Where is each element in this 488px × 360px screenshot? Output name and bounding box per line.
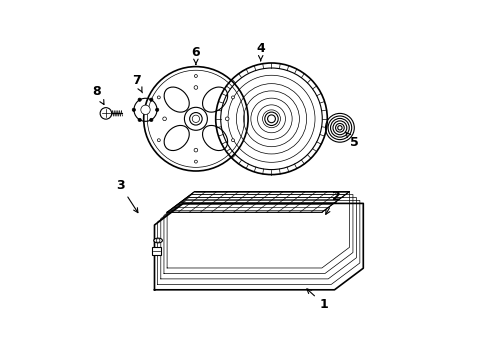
Circle shape (163, 117, 166, 121)
Circle shape (157, 139, 160, 142)
Text: 3: 3 (116, 179, 138, 213)
Circle shape (194, 86, 197, 89)
Circle shape (149, 118, 153, 122)
Circle shape (225, 117, 228, 121)
Circle shape (138, 98, 141, 101)
Circle shape (264, 112, 278, 126)
Circle shape (192, 115, 199, 122)
Text: 2: 2 (325, 190, 340, 214)
Circle shape (231, 139, 234, 142)
Text: 8: 8 (92, 85, 104, 104)
Text: 1: 1 (306, 289, 327, 311)
Circle shape (194, 148, 197, 152)
Circle shape (189, 113, 202, 125)
Circle shape (132, 108, 135, 112)
Text: 6: 6 (191, 46, 200, 64)
Text: 5: 5 (345, 132, 358, 149)
Ellipse shape (153, 238, 162, 243)
Circle shape (231, 96, 234, 99)
FancyBboxPatch shape (152, 247, 160, 255)
Circle shape (157, 96, 160, 99)
Circle shape (194, 160, 197, 163)
Circle shape (194, 75, 197, 77)
Text: 4: 4 (256, 42, 264, 61)
Circle shape (156, 239, 160, 242)
Circle shape (138, 118, 141, 122)
Circle shape (337, 126, 342, 130)
Circle shape (149, 98, 153, 101)
Circle shape (155, 108, 159, 112)
Circle shape (100, 108, 111, 119)
Text: 7: 7 (132, 75, 142, 93)
Circle shape (267, 115, 275, 123)
Circle shape (141, 105, 150, 114)
